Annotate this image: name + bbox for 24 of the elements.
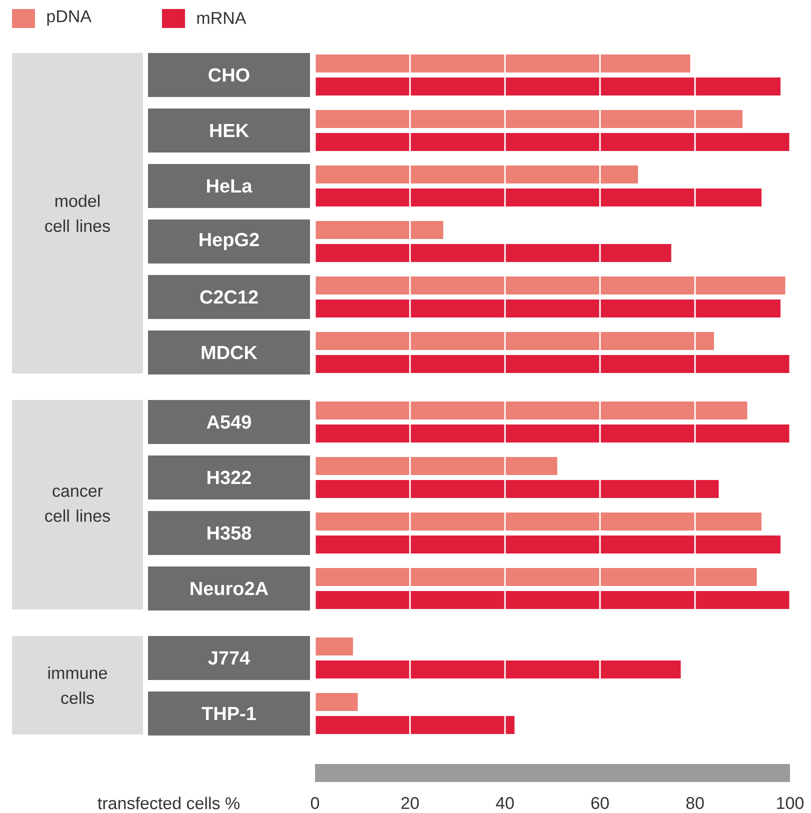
y-tick-label: C2C12 (200, 290, 258, 304)
y-tick-label: Neuro2A (190, 582, 268, 596)
y-tick-label: J774 (208, 651, 250, 665)
x-tick-label: 40 (496, 797, 514, 810)
y-tick-label: HepG2 (200, 232, 259, 250)
y-tick-label: CHO (208, 68, 250, 82)
x-tick-label: 20 (401, 797, 419, 810)
y-tick-label: H358 (208, 526, 252, 540)
legend-label: pDNA (47, 10, 92, 26)
y-tick-label: H322 (208, 470, 251, 484)
y-tick-label: A549 (206, 415, 251, 429)
text: cancer cell lines (45, 488, 110, 522)
legend-label: mRNA (197, 12, 246, 24)
x-axis-title: transfected cells % (98, 796, 240, 810)
x-tick-label: 60 (591, 797, 609, 810)
y-tick-label: HeLa (207, 179, 252, 193)
y-tick-label: MDCK (202, 346, 258, 360)
y-tick-label: HEK (210, 124, 249, 138)
text: immune cells (48, 666, 107, 704)
y-tick-label: THP-1 (202, 706, 256, 720)
x-tick-label: 80 (686, 797, 704, 810)
x-tick-label: 0 (310, 797, 320, 810)
x-tick-label: 100 (777, 797, 804, 810)
text: model cell lines (45, 194, 110, 232)
